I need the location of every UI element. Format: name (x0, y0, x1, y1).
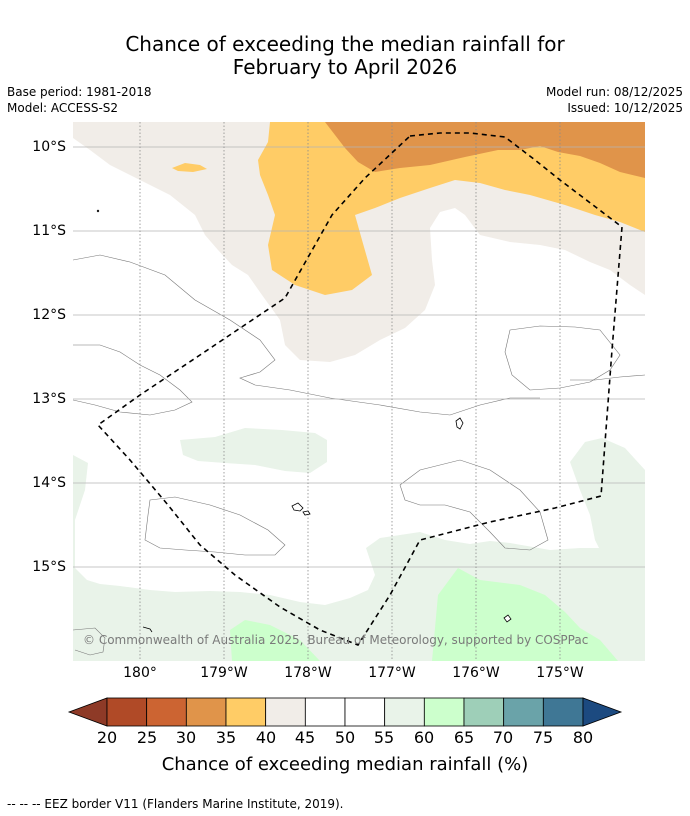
island-c (302, 510, 311, 516)
colorbar-tick: 75 (532, 728, 554, 747)
region-60-65-a (432, 568, 618, 661)
colorbar-swatch (185, 697, 227, 727)
region-55-60-c (570, 438, 645, 566)
region-60-65-b (230, 620, 320, 661)
region-55-60-a (180, 428, 327, 473)
colorbar-tick: 25 (136, 728, 158, 747)
colorbar-swatch (106, 697, 148, 727)
colorbar-swatch (503, 697, 544, 727)
lat-label: 13°S (32, 391, 66, 407)
colorbar-tick: 40 (255, 728, 277, 747)
colorbar-arrow-high (582, 697, 623, 727)
colorbar-arrow-low (67, 697, 108, 727)
colorbar-tick: 35 (215, 728, 237, 747)
issued-date: Issued: 10/12/2025 (567, 101, 683, 115)
island-d (503, 614, 512, 623)
colorbar-swatch (344, 697, 386, 727)
island-b (291, 502, 304, 512)
lat-label: 11°S (32, 223, 66, 239)
island-f (142, 626, 153, 633)
colorbar-swatch (423, 697, 465, 727)
region-35-40 (258, 122, 645, 295)
chart-title-line1: Chance of exceeding the median rainfall … (125, 32, 565, 56)
colorbar-swatch (304, 697, 346, 727)
lat-label: 12°S (32, 307, 66, 323)
colorbar-swatch (542, 697, 584, 727)
model-run-date: Model run: 08/12/2025 (545, 85, 683, 99)
island-e (96, 209, 100, 213)
colorbar-tick: 55 (373, 728, 395, 747)
colorbar-tick: 80 (572, 728, 594, 747)
colorbar-tick: 30 (175, 728, 197, 747)
rainfall-map (73, 122, 645, 661)
colorbar-tick: 20 (96, 728, 118, 747)
eez-footnote: -- -- -- EEZ border V11 (Flanders Marine… (7, 797, 344, 811)
lon-label: 178°W (284, 665, 332, 681)
island-a (455, 417, 464, 430)
colorbar-swatch (225, 697, 267, 727)
copyright-notice: © Commonwealth of Australia 2025, Bureau… (83, 633, 589, 647)
colorbar-swatch (146, 697, 187, 727)
colorbar-tick: 45 (294, 728, 316, 747)
base-period: Base period: 1981-2018 (7, 85, 152, 99)
colorbar-tick: 70 (492, 728, 514, 747)
colorbar-label: Chance of exceeding median rainfall (%) (161, 754, 529, 775)
colorbar-swatch (384, 697, 425, 727)
chart-title-line2: February to April 2026 (232, 55, 458, 79)
lat-label: 14°S (32, 475, 66, 491)
colorbar-swatch (265, 697, 306, 727)
eez-border (96, 132, 623, 646)
model-name: Model: ACCESS-S2 (7, 101, 119, 115)
colorbar-tick: 60 (413, 728, 435, 747)
colorbar (67, 697, 623, 727)
lat-label: 15°S (32, 559, 66, 575)
colorbar-tick: 65 (453, 728, 475, 747)
lat-label: 10°S (32, 139, 66, 155)
region-30-35 (325, 122, 645, 178)
lon-label: 176°W (452, 665, 500, 681)
lon-label: 175°W (536, 665, 584, 681)
region-35-40-small (172, 163, 207, 172)
lon-label: 179°W (200, 665, 248, 681)
colorbar-swatch (463, 697, 505, 727)
colorbar-tick: 50 (334, 728, 356, 747)
lon-label: 177°W (368, 665, 416, 681)
lon-label: 180° (123, 665, 157, 681)
